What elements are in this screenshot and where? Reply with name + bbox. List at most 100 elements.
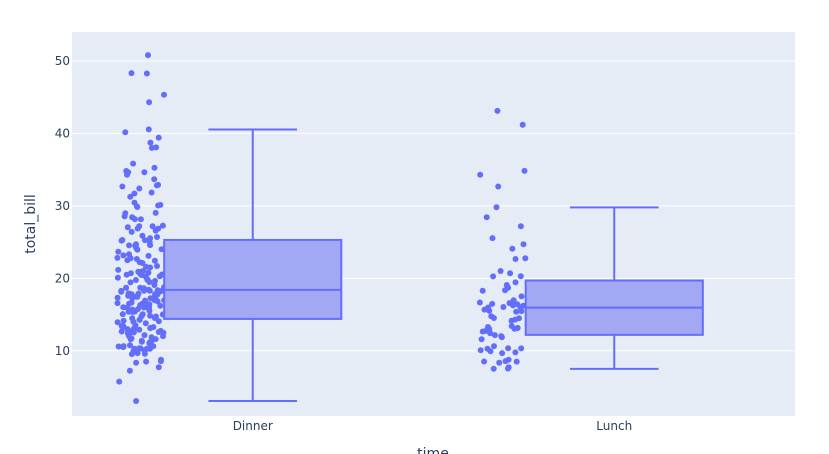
point-lunch-13 [497,268,504,274]
point-dinner-207 [157,358,164,365]
point-lunch-22 [518,293,525,300]
point-dinner-70 [139,260,146,266]
point-lunch-24 [476,299,483,306]
point-lunch-28 [510,302,516,309]
point-lunch-36 [513,308,520,315]
point-lunch-17 [512,279,519,286]
point-lunch-4 [495,183,502,190]
point-dinner-21 [136,185,143,192]
point-dinner-61 [120,252,127,259]
point-dinner-93 [151,282,158,288]
point-dinner-10 [148,144,155,151]
point-dinner-38 [149,223,156,230]
point-dinner-6 [122,129,129,136]
point-dinner-92 [127,279,134,286]
point-dinner-166 [147,325,154,332]
point-dinner-57 [158,246,165,253]
point-dinner-210 [155,364,162,371]
point-lunch-33 [481,306,488,313]
point-lunch-54 [478,336,485,343]
point-lunch-1 [519,121,526,128]
point-lunch-14 [507,270,514,277]
point-lunch-0 [494,107,501,114]
point-lunch-66 [513,358,520,365]
point-dinner-203 [134,350,141,357]
point-dinner-52 [147,242,154,249]
point-dinner-7 [155,134,162,141]
point-lunch-41 [508,317,515,324]
point-dinner-139 [146,307,153,314]
point-lunch-8 [489,235,496,242]
point-dinner-121 [154,298,161,305]
point-dinner-205 [128,351,135,358]
point-lunch-46 [511,325,518,332]
point-dinner-14 [141,169,148,176]
point-dinner-53 [126,242,133,249]
point-dinner-212 [116,378,123,385]
point-dinner-123 [114,300,121,307]
point-lunch-69 [505,365,511,372]
point-dinner-34 [131,216,138,223]
point-dinner-114 [114,294,121,301]
point-dinner-32 [121,213,128,220]
point-lunch-57 [518,345,525,352]
point-dinner-96 [123,284,130,291]
x-tick-label-dinner: Dinner [233,419,273,433]
point-lunch-7 [517,223,524,230]
point-dinner-43 [128,228,135,235]
point-lunch-6 [483,214,490,221]
point-lunch-2 [521,167,528,174]
point-dinner-193 [115,343,122,350]
point-dinner-89 [132,277,139,283]
y-tick-labels: 10 20 30 40 50 [55,54,70,358]
point-dinner-187 [138,338,145,345]
point-lunch-12 [512,256,519,262]
point-lunch-61 [512,349,519,356]
point-dinner-71 [154,263,160,269]
point-dinner-40 [134,225,141,232]
boxes [163,128,704,403]
point-dinner-8 [147,139,154,146]
point-dinner-39 [124,224,131,231]
point-lunch-26 [489,300,496,307]
point-dinner-82 [123,271,130,278]
point-lunch-64 [502,358,509,365]
point-dinner-73 [147,264,154,271]
point-dinner-144 [119,311,126,318]
point-dinner-190 [127,342,133,349]
point-dinner-36 [159,222,166,229]
point-dinner-131 [157,302,164,309]
point-dinner-58 [134,246,141,253]
point-dinner-184 [127,336,134,343]
point-lunch-49 [479,328,486,335]
point-dinner-30 [152,209,159,216]
point-dinner-49 [118,237,125,244]
jitter-points [114,52,529,404]
point-dinner-0 [145,52,151,59]
point-dinner-84 [156,273,163,280]
point-dinner-27 [155,202,162,209]
point-dinner-172 [118,328,125,335]
point-dinner-101 [146,287,153,294]
point-dinner-209 [133,359,140,366]
point-dinner-12 [151,164,158,171]
point-dinner-11 [130,160,137,167]
point-lunch-5 [493,204,500,211]
x-tick-label-lunch: Lunch [596,419,632,433]
point-lunch-62 [499,350,506,357]
point-dinner-155 [155,318,162,325]
y-tick-label-10: 10 [55,344,70,358]
point-lunch-55 [491,343,497,350]
point-dinner-91 [146,279,153,285]
point-dinner-20 [119,183,126,190]
y-tick-label-30: 30 [55,199,70,213]
x-tick-labels: Dinner Lunch [233,419,633,433]
point-lunch-59 [477,347,484,354]
point-dinner-67 [124,257,131,264]
point-lunch-3 [477,171,484,178]
x-axis-title: time [417,446,449,454]
point-dinner-147 [147,312,154,319]
point-dinner-22 [148,189,155,196]
point-dinner-173 [155,329,162,335]
